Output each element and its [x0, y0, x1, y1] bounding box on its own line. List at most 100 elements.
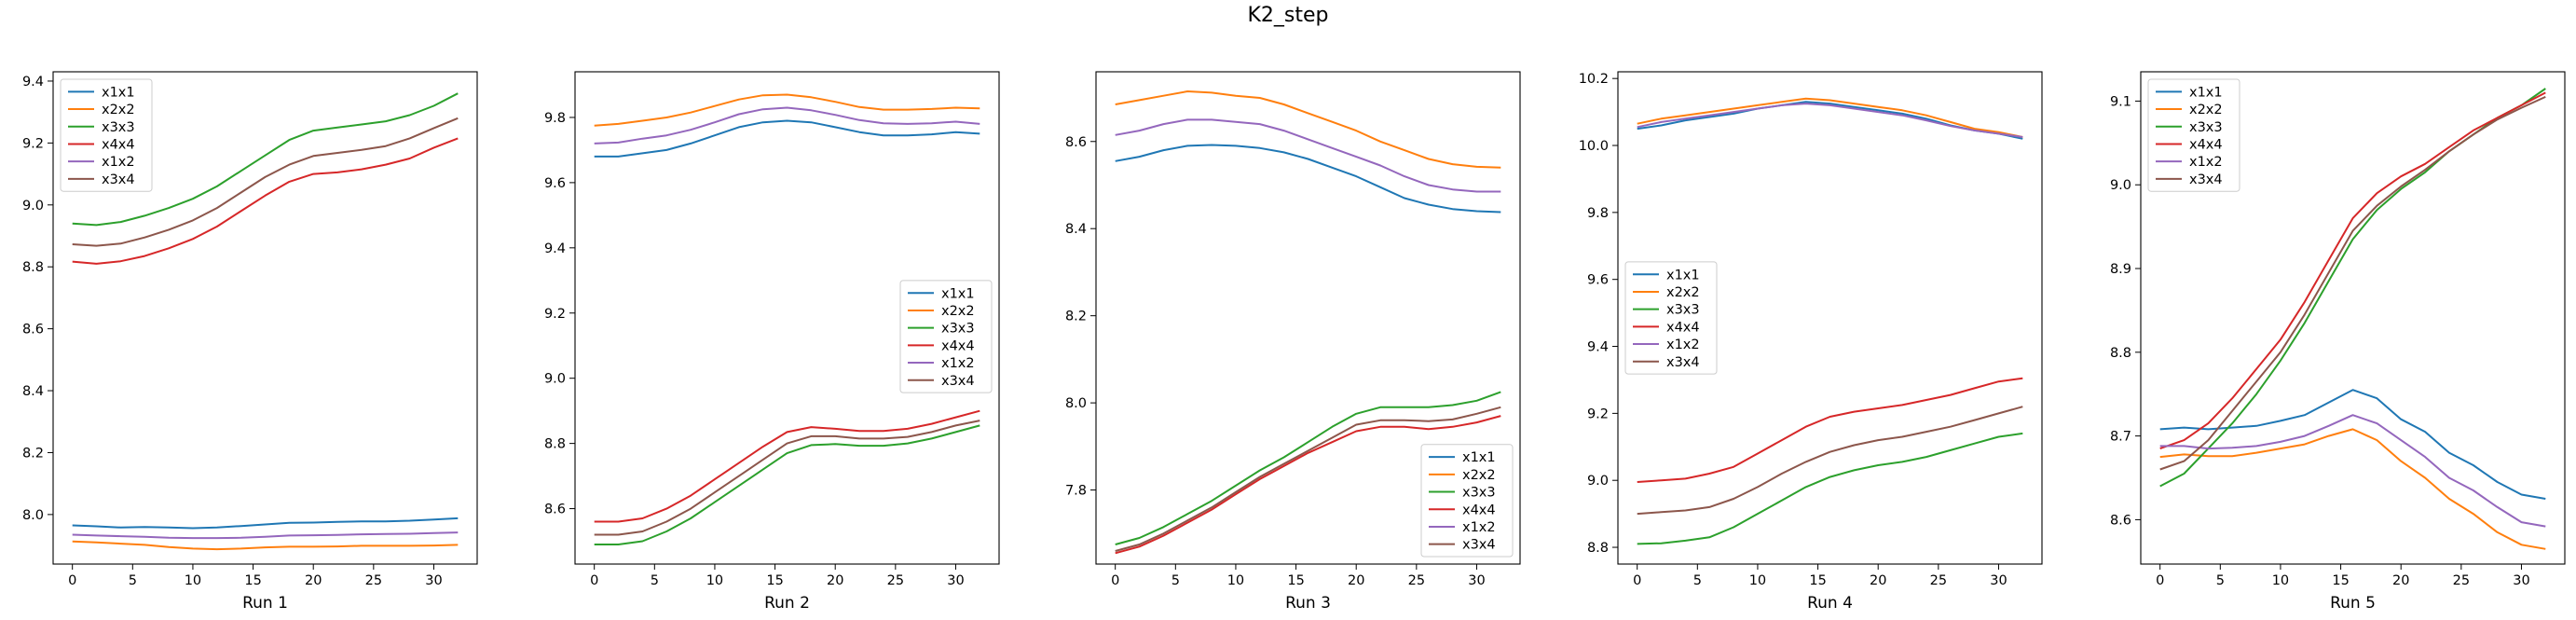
y-tick-label: 9.6 — [1587, 273, 1609, 288]
legend-box — [1624, 261, 1718, 375]
x-tick-label: 25 — [365, 573, 382, 588]
series-line-x2x2-run4 — [1637, 97, 2023, 138]
y-tick-label: 9.8 — [1587, 206, 1609, 221]
x-tick-label: 0 — [2156, 573, 2164, 588]
axes-frame — [52, 71, 478, 565]
y-tick-label: 9.2 — [544, 307, 566, 322]
y-tick-label: 9.0 — [22, 199, 44, 214]
y-tick-label: 8.6 — [544, 503, 566, 517]
y-tick-label: 8.6 — [22, 323, 44, 338]
y-tick-label: 8.2 — [1065, 310, 1087, 324]
x-tick-label: 20 — [1348, 573, 1364, 588]
series-line-x1x1-run4 — [1637, 101, 2023, 140]
series-line-x3x3-run2 — [594, 424, 980, 545]
legend-box — [899, 280, 993, 393]
legend-label-x3x3: x3x3 — [102, 120, 135, 135]
y-tick-label: 9.0 — [2110, 178, 2131, 193]
x-tick-label: 20 — [827, 573, 843, 588]
legend-label-x1x2: x1x2 — [2189, 155, 2223, 170]
x-tick-label: 15 — [1287, 573, 1304, 588]
x-tick-label: 20 — [1870, 573, 1886, 588]
x-tick-label: 30 — [1468, 573, 1485, 588]
legend-box — [60, 78, 153, 192]
series-line-x2x2-run1 — [72, 540, 459, 551]
legend-label-x4x4: x4x4 — [1666, 320, 1700, 335]
x-tick-label: 5 — [1172, 573, 1180, 588]
y-tick-label: 7.8 — [1065, 484, 1087, 499]
x-tick-label: 0 — [1633, 573, 1641, 588]
series-line-x1x2-run5 — [2159, 414, 2546, 528]
series-line-x3x4-run4 — [1637, 406, 2023, 516]
x-tick-label: 10 — [185, 573, 201, 588]
x-tick-label: 15 — [1809, 573, 1826, 588]
x-tick-label: 15 — [766, 573, 783, 588]
x-tick-label: 25 — [887, 573, 904, 588]
series-line-x3x4-run5 — [2159, 95, 2546, 471]
axes-frame — [1617, 71, 2043, 565]
series-line-x4x4-run5 — [2159, 91, 2546, 450]
y-tick-label: 8.6 — [2110, 513, 2131, 528]
series-line-x1x2-run3 — [1115, 118, 1501, 193]
y-tick-label: 9.4 — [544, 241, 566, 256]
subplot-4: 0 5 10 15 20 25 30 8.8 9.0 9.2 9.4 9.6 9.8 10.0 10.2 Ru… — [1579, 71, 2043, 613]
series-line-x1x1-run2 — [594, 119, 980, 158]
series-line-x3x4-run1 — [72, 117, 459, 247]
series-line-x2x2-run5 — [2159, 428, 2546, 550]
y-tick-label: 8.6 — [1065, 135, 1087, 150]
x-tick-label: 30 — [947, 573, 964, 588]
y-tick-label: 9.4 — [1587, 340, 1609, 355]
axes-frame — [1095, 71, 1521, 565]
x-tick-label: 15 — [2332, 573, 2349, 588]
y-tick-label: 8.8 — [544, 437, 566, 452]
series-line-x3x4-run2 — [594, 420, 980, 536]
y-tick-label: 8.4 — [22, 384, 44, 399]
x-tick-label: 5 — [2216, 573, 2225, 588]
x-axis-label: Run 3 — [1285, 594, 1331, 613]
legend-label-x3x4: x3x4 — [1666, 355, 1700, 370]
x-tick-label: 5 — [651, 573, 659, 588]
legend-label-x1x2: x1x2 — [1462, 520, 1496, 535]
legend-label-x2x2: x2x2 — [941, 304, 975, 319]
x-tick-label: 10 — [1749, 573, 1766, 588]
y-tick-label: 9.2 — [22, 136, 44, 151]
y-tick-label: 8.0 — [22, 508, 44, 523]
x-tick-label: 30 — [1990, 573, 2007, 588]
x-tick-label: 20 — [2392, 573, 2409, 588]
axes-frame — [2140, 71, 2566, 565]
legend-label-x3x4: x3x4 — [2189, 172, 2223, 187]
series-line-x2x2-run2 — [594, 93, 980, 127]
legend-label-x2x2: x2x2 — [1666, 285, 1700, 300]
y-tick-label: 9.6 — [544, 176, 566, 191]
legend-label-x3x3: x3x3 — [1666, 303, 1700, 318]
x-tick-label: 25 — [2453, 573, 2470, 588]
legend-label-x1x2: x1x2 — [941, 356, 975, 371]
x-tick-label: 25 — [1930, 573, 1947, 588]
series-line-x1x1-run1 — [72, 517, 459, 530]
y-tick-label: 9.8 — [544, 111, 566, 126]
legend-label-x1x1: x1x1 — [102, 85, 135, 100]
legend-label-x1x1: x1x1 — [941, 286, 975, 301]
x-tick-label: 0 — [590, 573, 598, 588]
series-line-x1x2-run1 — [72, 531, 459, 540]
figure-title: K2_step — [1247, 4, 1329, 27]
legend-label-x4x4: x4x4 — [1462, 503, 1496, 517]
series-line-x4x4-run2 — [594, 409, 980, 523]
x-tick-label: 0 — [68, 573, 76, 588]
y-tick-label: 8.2 — [22, 446, 44, 461]
legend-box — [1420, 444, 1514, 558]
legend-label-x3x4: x3x4 — [941, 374, 975, 389]
y-tick-label: 9.1 — [2110, 94, 2131, 109]
legend-label-x2x2: x2x2 — [102, 103, 135, 117]
y-tick-label: 10.0 — [1579, 139, 1609, 154]
x-tick-label: 5 — [129, 573, 137, 588]
series-line-x4x4-run4 — [1637, 377, 2023, 483]
y-tick-label: 8.8 — [22, 260, 44, 275]
x-tick-label: 5 — [1693, 573, 1702, 588]
series-line-x3x3-run3 — [1115, 391, 1501, 545]
